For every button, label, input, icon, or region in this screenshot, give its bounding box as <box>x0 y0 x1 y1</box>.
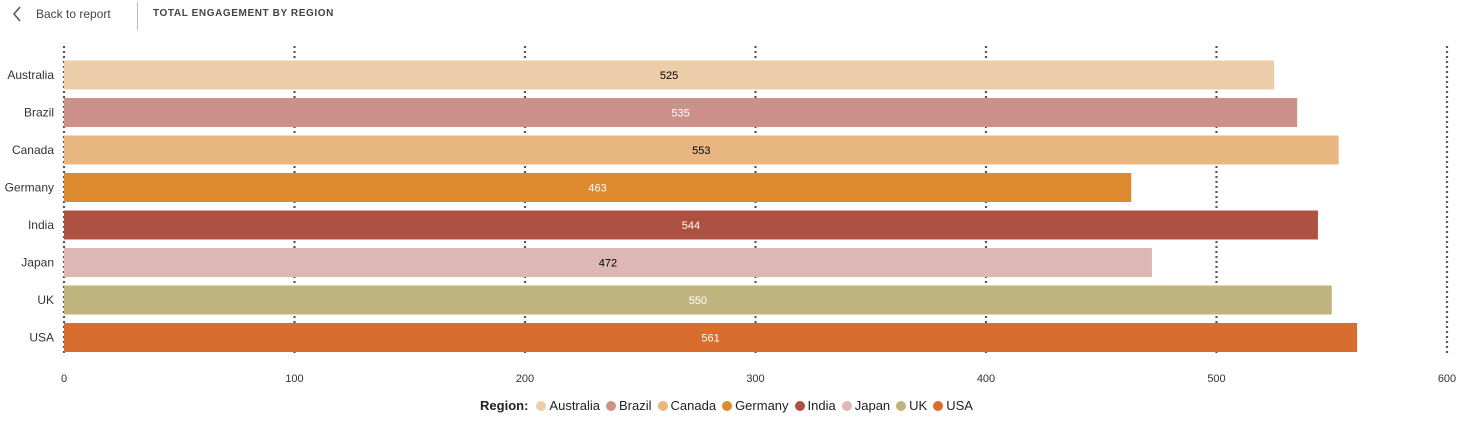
x-tick-label: 300 <box>746 373 764 385</box>
category-label: Japan <box>21 256 54 270</box>
bar-usa[interactable] <box>64 323 1358 352</box>
legend-item-canada[interactable]: Canada <box>657 398 717 413</box>
data-label: 472 <box>599 258 617 270</box>
category-label: Canada <box>12 143 54 157</box>
x-tick-label: 200 <box>516 373 534 385</box>
legend-item-india[interactable]: India <box>794 398 836 413</box>
x-tick-label: 0 <box>61 373 67 385</box>
data-label: 525 <box>660 70 678 82</box>
legend-swatch <box>841 400 852 411</box>
legend-swatch <box>606 400 616 411</box>
category-label: UK <box>37 293 54 307</box>
bar-australia[interactable] <box>64 60 1275 90</box>
category-label: Brazil <box>24 106 54 120</box>
bar-canada[interactable] <box>64 135 1339 165</box>
legend-swatch <box>896 400 907 411</box>
back-label: Back to report <box>36 7 111 21</box>
legend-swatch <box>933 400 944 411</box>
legend-label: Japan <box>854 398 891 413</box>
legend-swatch <box>794 400 805 411</box>
data-label: 535 <box>671 108 689 120</box>
bar-germany[interactable] <box>64 173 1132 202</box>
category-label: USA <box>29 331 54 345</box>
legend-item-germany[interactable]: Germany <box>722 398 789 413</box>
chevron-left-icon <box>12 6 22 22</box>
category-label: Germany <box>5 181 54 195</box>
page-title: TOTAL ENGAGEMENT BY REGION <box>153 8 334 19</box>
legend-item-japan[interactable]: Japan <box>841 398 891 413</box>
legend-swatch <box>722 400 733 411</box>
legend-title: Region: <box>480 398 529 413</box>
legend: Region: Australia Brazil Canada Germany Indi… <box>0 398 1459 413</box>
x-tick-label: 500 <box>1207 373 1225 385</box>
legend-item-uk[interactable]: UK <box>896 398 927 413</box>
legend-label: Brazil <box>619 398 652 413</box>
legend-label: Germany <box>735 398 789 413</box>
data-label: 544 <box>682 220 700 232</box>
category-label: India <box>28 218 54 232</box>
bar-uk[interactable] <box>64 285 1332 315</box>
legend-items: Australia Brazil Canada Germany India Japan UK… <box>536 398 979 413</box>
bar-brazil[interactable] <box>64 98 1298 127</box>
legend-label: India <box>807 398 836 413</box>
legend-swatch <box>657 400 668 411</box>
data-label: 463 <box>588 183 606 195</box>
legend-label: USA <box>946 398 973 413</box>
back-to-report-button[interactable]: Back to report <box>12 4 111 24</box>
bar-india[interactable] <box>64 210 1318 240</box>
category-label: Australia <box>7 68 54 82</box>
legend-label: Australia <box>549 398 600 413</box>
data-label: 561 <box>701 333 719 345</box>
header-divider <box>137 2 138 30</box>
data-label: 550 <box>689 295 707 307</box>
data-label: 553 <box>692 145 710 157</box>
x-tick-label: 600 <box>1438 373 1456 385</box>
legend-swatch <box>536 400 547 411</box>
legend-item-australia[interactable]: Australia <box>536 398 600 413</box>
x-tick-label: 400 <box>977 373 995 385</box>
legend-item-usa[interactable]: USA <box>933 398 973 413</box>
x-tick-label: 100 <box>285 373 303 385</box>
bar-chart: 525 Australia 535 Brazil 553 Canada 463 Germany… <box>5 46 1456 385</box>
legend-label: UK <box>909 398 928 413</box>
bar-japan[interactable] <box>64 248 1152 277</box>
legend-item-brazil[interactable]: Brazil <box>606 398 652 413</box>
legend-label: Canada <box>670 398 717 413</box>
top-bar: Back to report TOTAL ENGAGEMENT BY REGIO… <box>0 0 1459 32</box>
